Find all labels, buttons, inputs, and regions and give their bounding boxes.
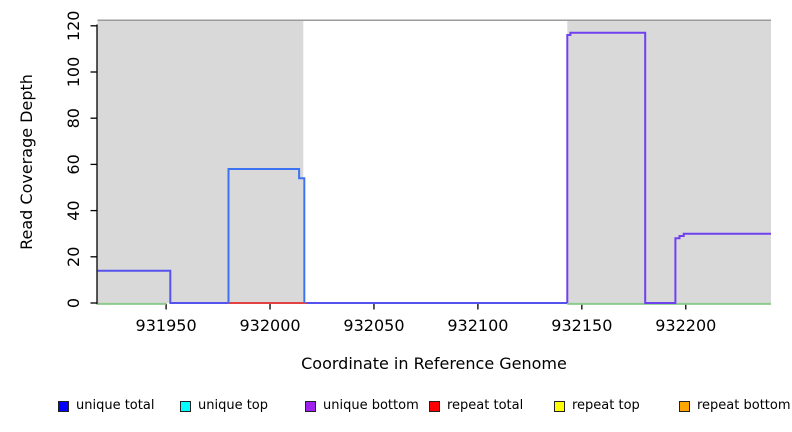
legend-swatch-unique-total: [58, 400, 69, 412]
legend-item-repeat-top: repeat top: [554, 397, 640, 415]
legend-item-unique-top: unique top: [180, 397, 268, 415]
legend-item-repeat-bottom: repeat bottom: [679, 397, 791, 415]
repeat-region-rect: [97, 21, 304, 303]
legend-swatch-repeat-total: [429, 400, 440, 412]
y-tick-label: 80: [64, 108, 83, 128]
legend-swatch-repeat-bottom: [679, 400, 690, 412]
legend-label: unique bottom: [323, 398, 419, 413]
legend-label: unique total: [76, 398, 155, 413]
legend-item-unique-total: unique total: [58, 397, 154, 415]
legend: unique total unique top unique bottom repea…: [0, 397, 792, 417]
repeat-region-rect: [567, 21, 771, 303]
x-tick-label: 932100: [447, 316, 508, 335]
legend-swatch-unique-bottom: [305, 400, 316, 412]
coverage-line-box-117-and-step-30: [566, 31, 771, 304]
legend-item-unique-bottom: unique bottom: [305, 397, 419, 415]
coverage-line-box-58: [227, 168, 306, 303]
y-tick-label: 120: [64, 11, 83, 42]
x-tick-label: 931950: [136, 316, 197, 335]
x-axis-title: Coordinate in Reference Genome: [301, 354, 567, 373]
coverage-line-step-14: [97, 269, 229, 304]
y-tick-label: 20: [64, 247, 83, 267]
x-tick-label: 932050: [343, 316, 404, 335]
y-tick-label: 60: [64, 154, 83, 174]
x-tick-label: 932200: [655, 316, 716, 335]
legend-label: unique top: [198, 398, 269, 413]
x-tick-label: 932000: [239, 316, 300, 335]
legend-label: repeat bottom: [697, 398, 791, 413]
coverage-plot: 0 20 40 60 80 100 120 931950 932000 932050 932100 9…: [17, 11, 771, 373]
y-axis-title: Read Coverage Depth: [17, 74, 36, 250]
legend-item-repeat-total: repeat total: [429, 397, 523, 415]
y-tick-label: 40: [64, 200, 83, 220]
legend-label: repeat top: [572, 398, 640, 413]
legend-label: repeat total: [447, 398, 524, 413]
y-tick-label: 0: [64, 298, 83, 308]
legend-swatch-unique-top: [180, 400, 191, 412]
y-tick-label: 100: [64, 57, 83, 88]
legend-swatch-repeat-top: [554, 400, 565, 412]
x-tick-label: 932150: [551, 316, 612, 335]
